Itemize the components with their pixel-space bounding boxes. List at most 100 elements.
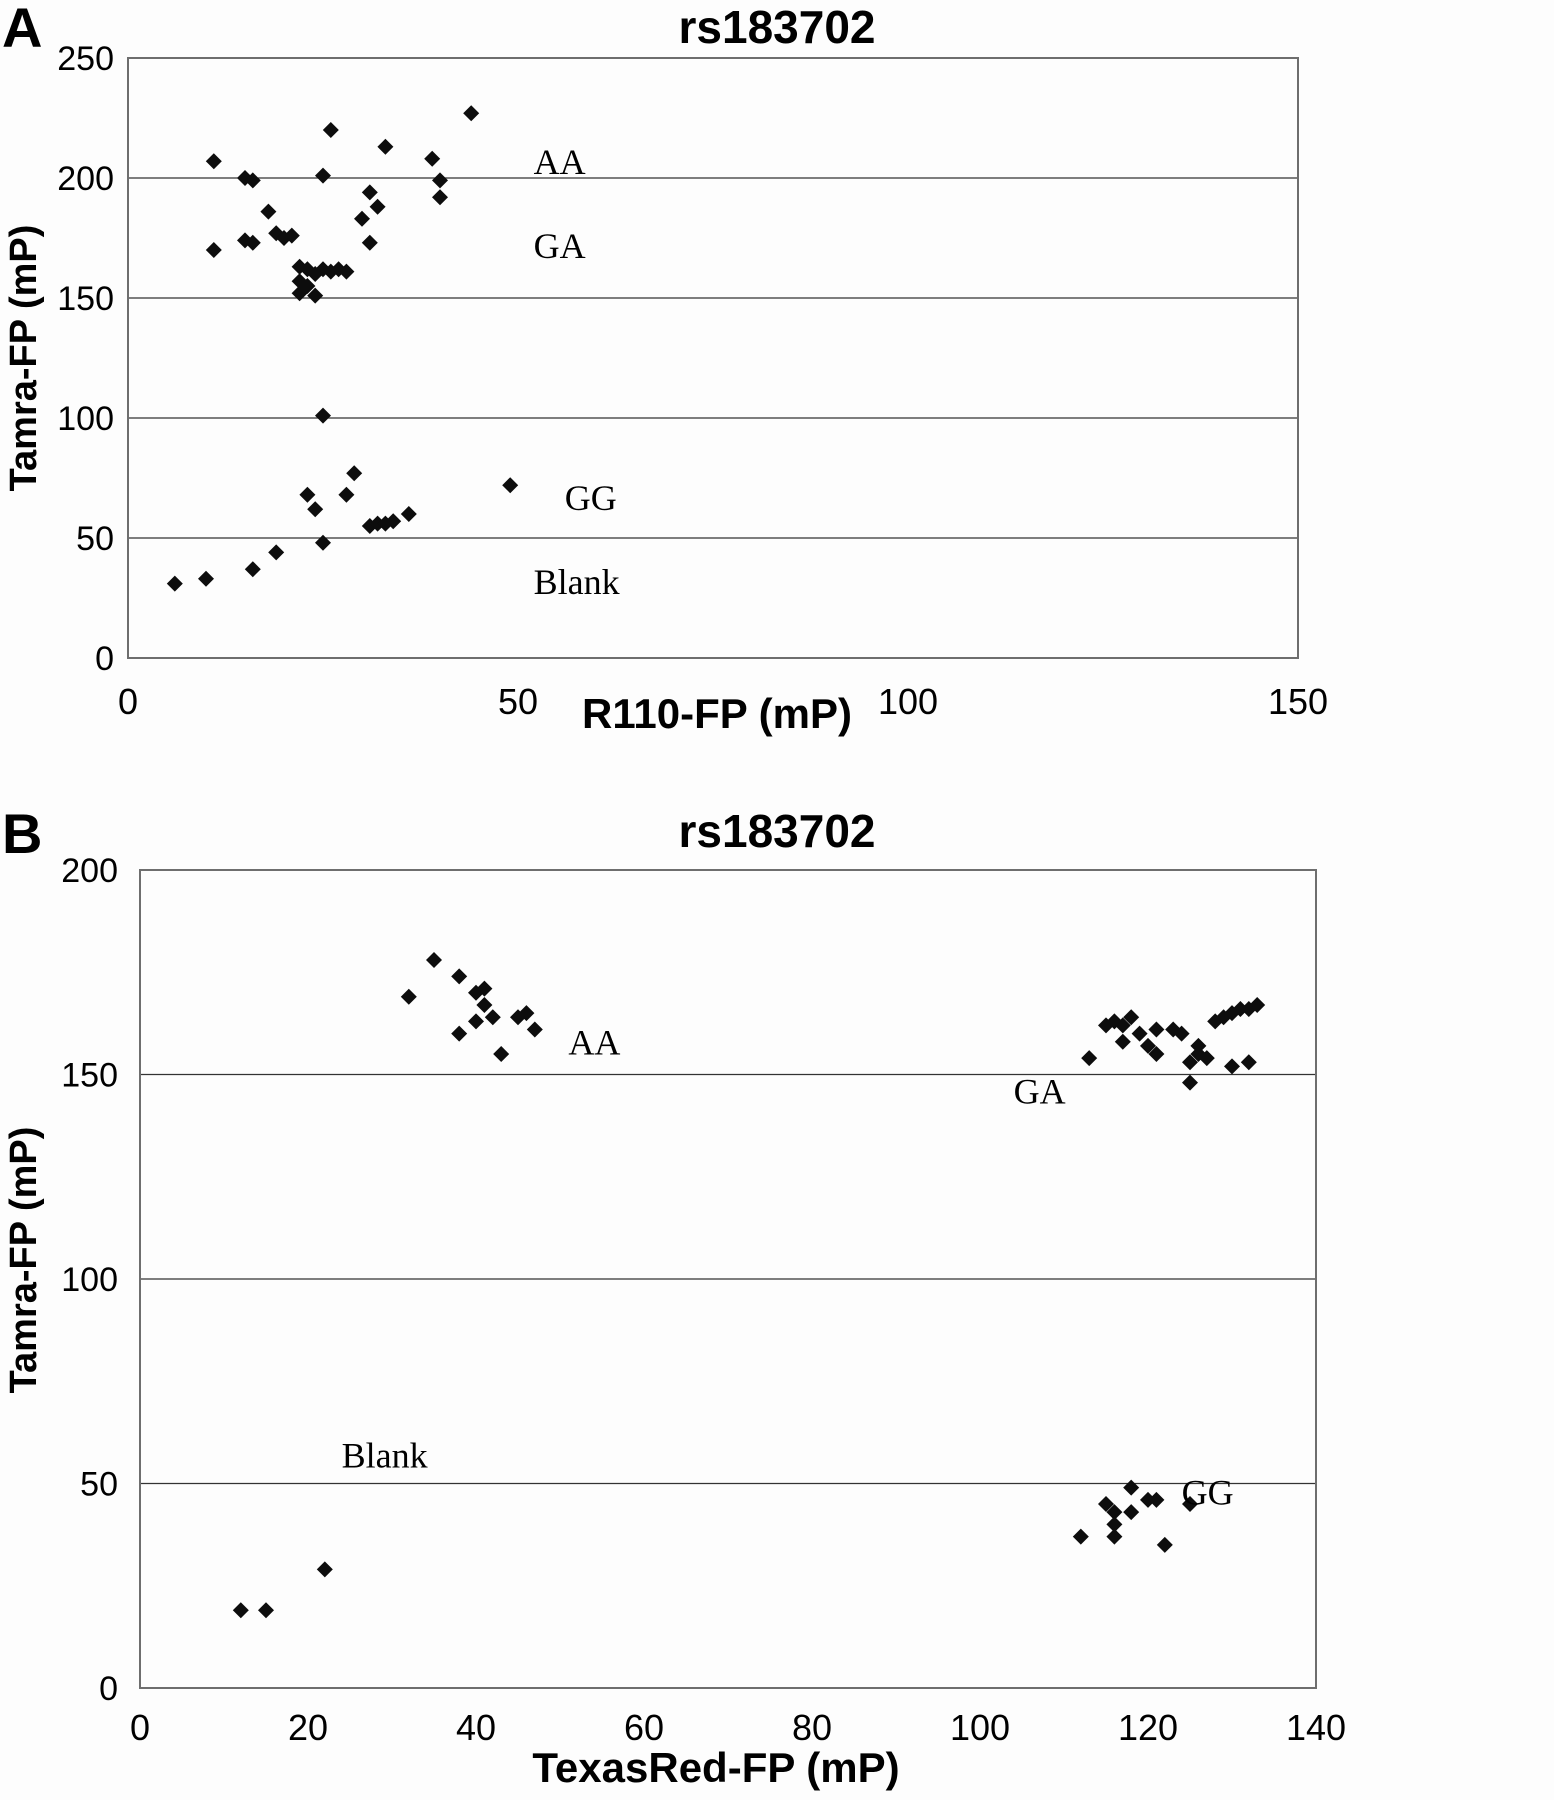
data-point <box>400 988 417 1005</box>
data-point <box>518 1005 535 1022</box>
svg-text:150: 150 <box>61 1056 118 1094</box>
panel-a: A rs183702 0 50 100 150 200 250 0 50 100 150 R110-… <box>0 0 1554 790</box>
data-point <box>307 501 324 518</box>
annotation-blank: Blank <box>342 1435 428 1475</box>
data-point <box>493 1046 510 1063</box>
data-point <box>1232 1001 1249 1018</box>
series-blank <box>166 534 331 592</box>
gridlines <box>128 177 1298 539</box>
svg-text:0: 0 <box>95 640 114 678</box>
data-point <box>377 138 394 155</box>
data-point <box>426 951 442 968</box>
data-point <box>1098 1495 1114 1512</box>
data-point <box>1140 1491 1156 1508</box>
annotation-ga: GA <box>1014 1071 1066 1111</box>
svg-text:140: 140 <box>1286 1707 1346 1748</box>
data-point <box>1182 1495 1198 1512</box>
annotation-gg: GG <box>1182 1472 1234 1512</box>
svg-text:50: 50 <box>80 1465 118 1503</box>
data-point <box>1198 1050 1215 1067</box>
data-point <box>315 407 331 424</box>
annotation-gg: GG <box>565 478 617 518</box>
series-aa <box>205 105 480 215</box>
data-point <box>451 968 468 985</box>
annotation-aa: AA <box>568 1022 620 1062</box>
data-point <box>354 210 370 227</box>
svg-text:0: 0 <box>130 1707 150 1748</box>
data-point <box>299 486 316 503</box>
series-gg <box>1072 1479 1198 1553</box>
y-axis-label: Tamra-FP (mP) <box>3 225 45 492</box>
data-point <box>291 285 308 302</box>
data-point <box>1148 1021 1165 1038</box>
data-point <box>205 242 222 258</box>
data-point <box>1072 1528 1089 1545</box>
data-point <box>468 1013 484 1030</box>
data-point <box>232 1602 249 1619</box>
x-axis-label: TexasRed-FP (mP) <box>532 1744 899 1791</box>
panel-a-scatter-svg: 0 50 100 150 200 250 0 50 100 150 R110-FP (mP) Tamr… <box>3 40 1328 737</box>
plot-border <box>127 57 1299 659</box>
panel-b-letter: B <box>2 802 43 865</box>
data-point <box>424 150 441 167</box>
annotation-ga: GA <box>534 226 586 266</box>
series-gg <box>299 465 519 534</box>
data-point <box>1131 1025 1148 1042</box>
data-point <box>400 506 417 522</box>
data-point <box>1140 1037 1156 1054</box>
data-point <box>1182 1054 1198 1071</box>
data-point <box>484 1009 501 1026</box>
data-point <box>1148 1491 1165 1508</box>
data-point <box>1190 1046 1207 1063</box>
data-point <box>526 1021 543 1038</box>
data-point <box>1148 1046 1165 1063</box>
data-point <box>1106 1516 1123 1533</box>
data-point <box>1106 1528 1123 1545</box>
data-point <box>307 287 324 304</box>
data-point <box>1123 1479 1140 1496</box>
data-point <box>361 184 378 201</box>
svg-text:100: 100 <box>61 1261 118 1299</box>
svg-text:0: 0 <box>118 681 138 722</box>
series-blank <box>232 1561 333 1619</box>
series-aa <box>400 951 543 1063</box>
data-point <box>1081 1050 1098 1067</box>
data-point <box>1173 1025 1190 1042</box>
data-point <box>1182 1074 1198 1091</box>
data-point <box>198 570 214 587</box>
svg-text:40: 40 <box>456 1707 496 1748</box>
data-point <box>258 1602 274 1619</box>
svg-text:60: 60 <box>624 1707 664 1748</box>
data-point <box>1190 1037 1207 1054</box>
data-point <box>346 465 363 482</box>
gridlines <box>140 1073 1316 1485</box>
svg-text:100: 100 <box>878 681 938 722</box>
svg-text:0: 0 <box>99 1670 118 1708</box>
data-point <box>1215 1009 1232 1026</box>
panel-b-scatter-svg: 0 50 100 150 200 0 20 40 60 80 100 120 140 TexasRed-F… <box>3 852 1346 1791</box>
data-point <box>1123 1009 1140 1026</box>
plot-border <box>139 869 1317 1689</box>
svg-text:20: 20 <box>288 1707 328 1748</box>
series-ga <box>1081 996 1266 1091</box>
data-point <box>260 203 277 220</box>
data-point <box>268 544 285 561</box>
data-point <box>361 234 378 251</box>
svg-text:150: 150 <box>57 280 114 318</box>
data-point <box>244 234 261 251</box>
annotation-aa: AA <box>534 142 586 182</box>
data-point <box>1156 1536 1173 1553</box>
svg-text:150: 150 <box>1268 681 1328 722</box>
data-point <box>1249 996 1266 1013</box>
data-point <box>283 227 300 244</box>
svg-text:50: 50 <box>76 520 114 558</box>
series-ga <box>205 203 378 424</box>
x-axis-tick-labels: 0 20 40 60 80 100 120 140 <box>130 1707 1346 1748</box>
data-point <box>432 189 448 206</box>
data-point <box>1106 1504 1123 1521</box>
data-point <box>463 105 480 122</box>
data-point <box>316 1561 333 1578</box>
data-point <box>338 263 355 280</box>
data-point <box>315 167 331 184</box>
panel-a-title: rs183702 <box>678 1 876 53</box>
